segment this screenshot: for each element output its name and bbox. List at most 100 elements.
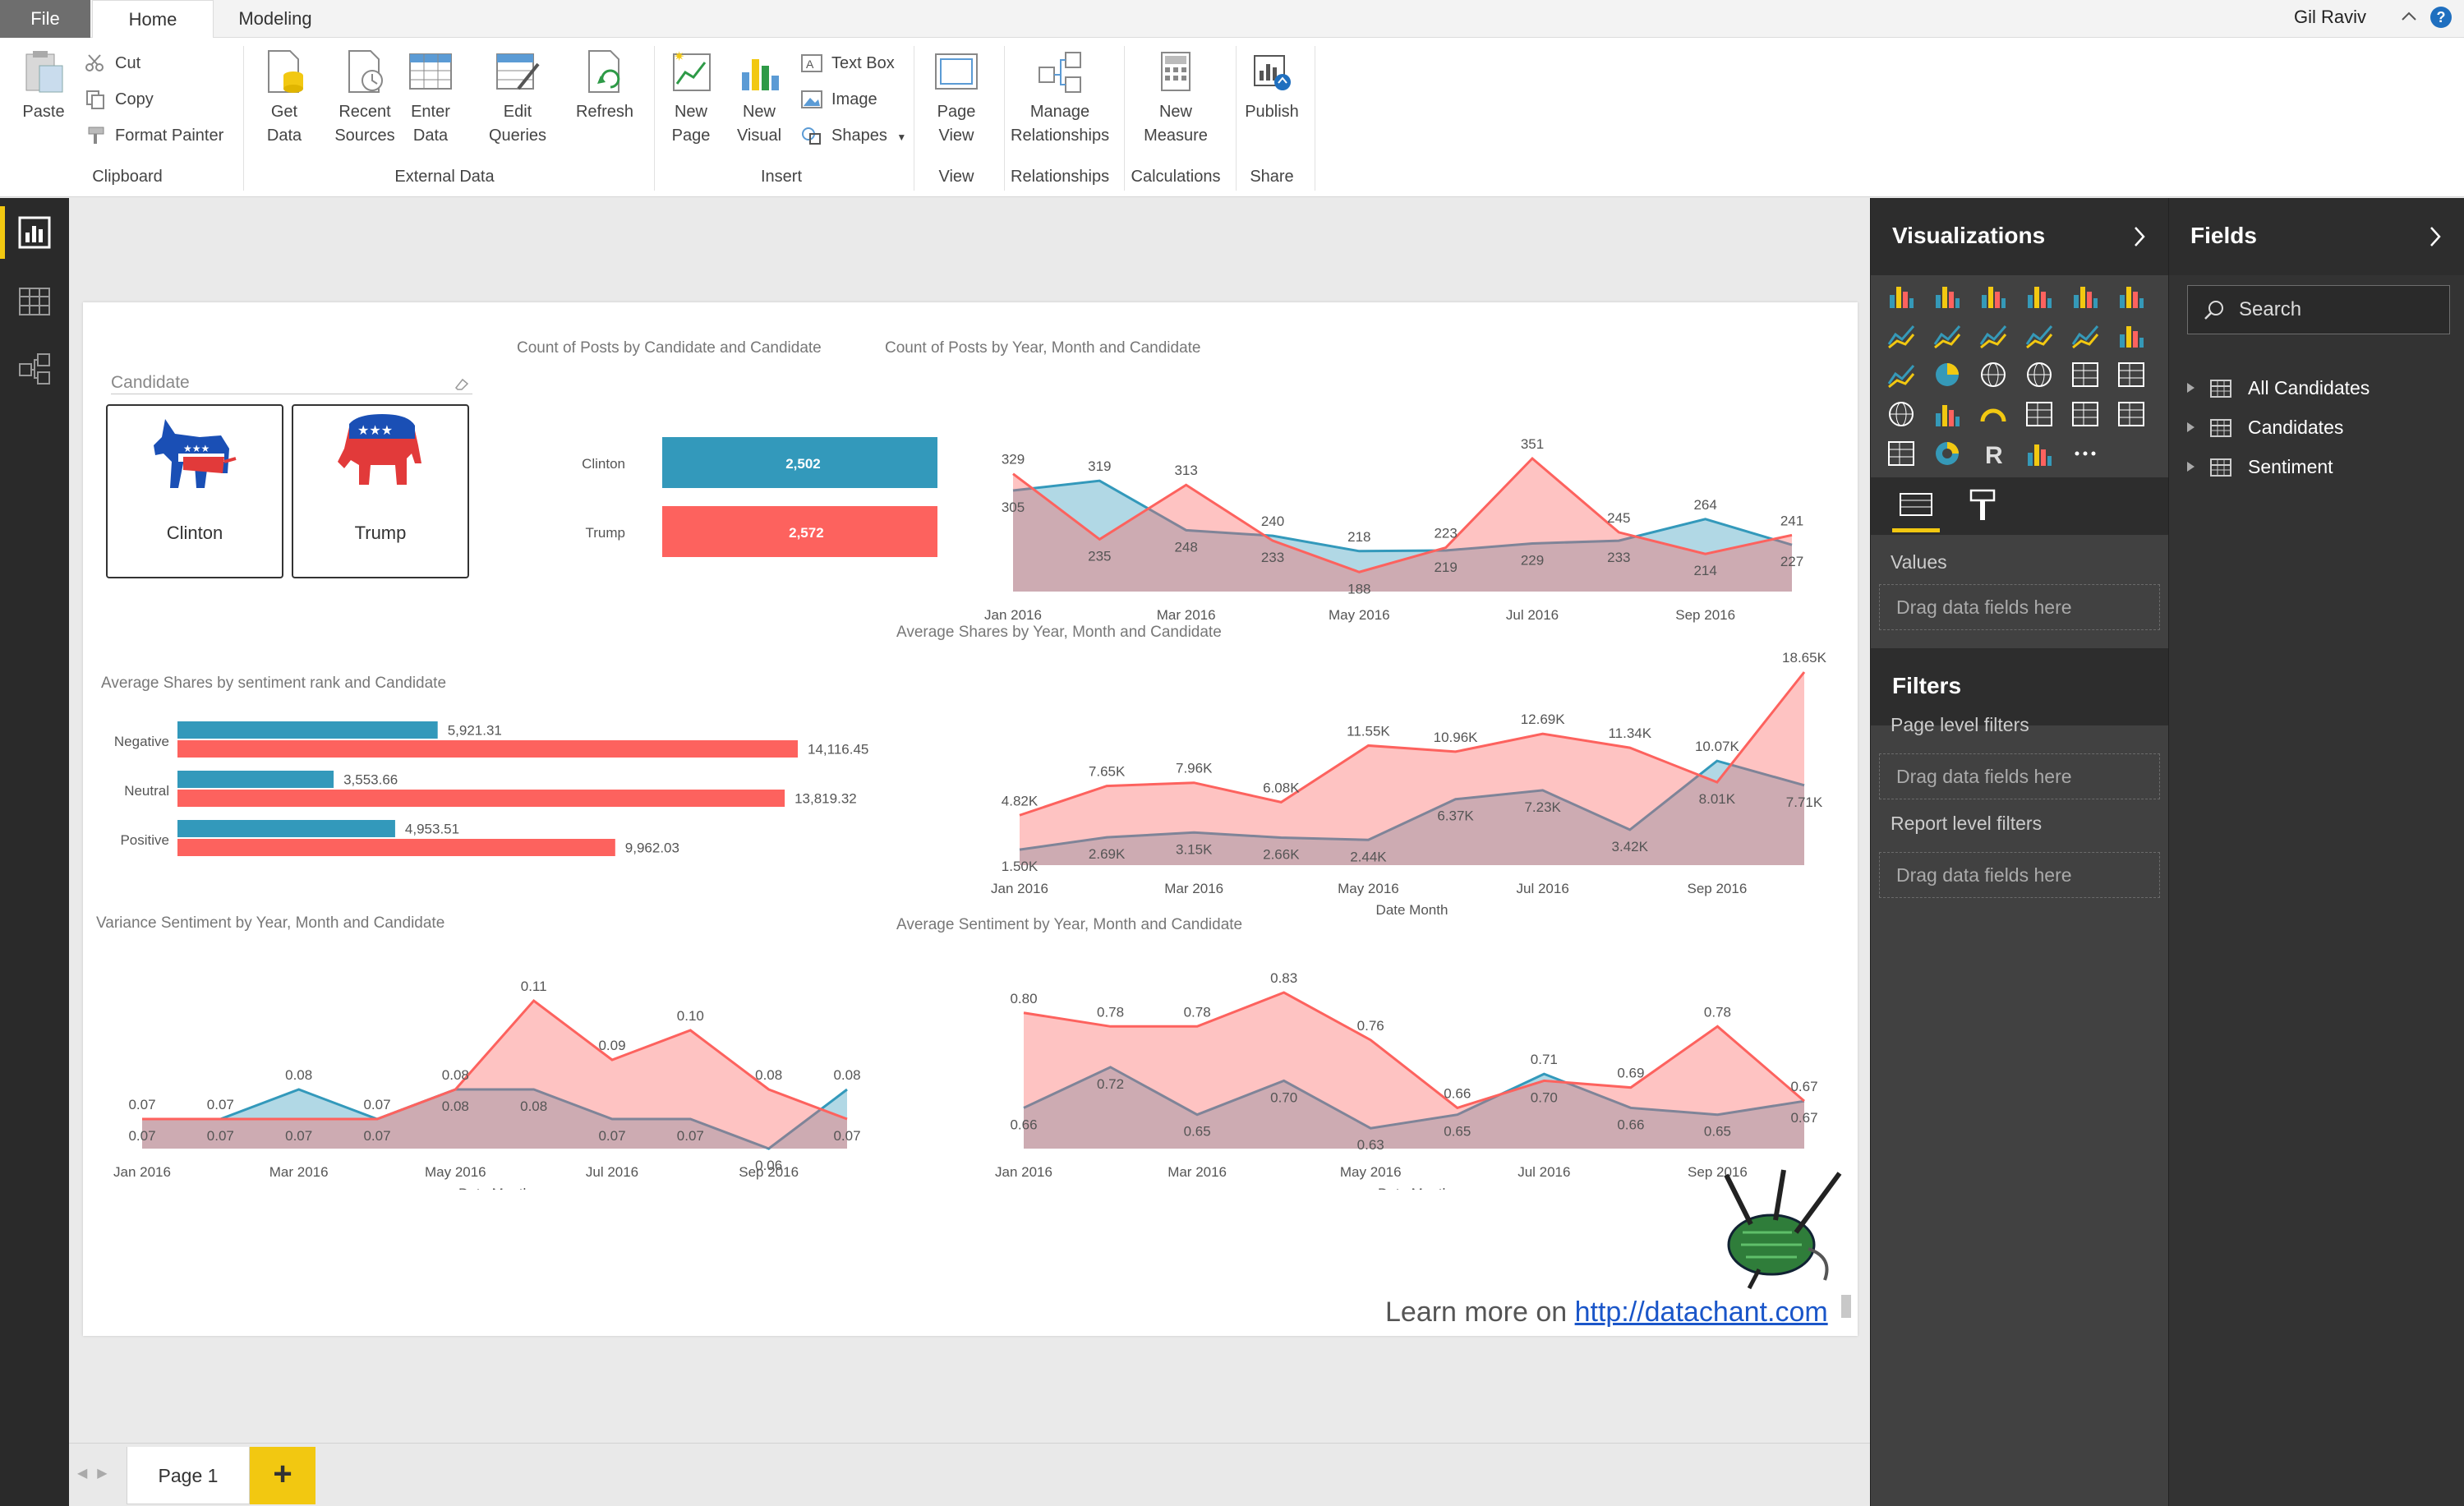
filled-map-icon[interactable] bbox=[1886, 398, 1917, 430]
shares-by-month-chart[interactable]: 1.50K 2.69K 3.15K 2.66K 2.44K 6.37K 7.23K 3.42K… bbox=[888, 647, 1858, 919]
enter-data-button[interactable]: Enter Data bbox=[403, 48, 458, 148]
group-insert: Insert bbox=[760, 168, 803, 186]
field-table-all-candidates[interactable]: All Candidates bbox=[2187, 370, 2450, 406]
user-name[interactable]: Gil Raviv bbox=[2294, 7, 2367, 27]
clinton-data-label: 2.66K bbox=[1263, 846, 1300, 862]
stacked-area-chart-icon[interactable] bbox=[1978, 320, 2009, 351]
slicer-icon[interactable] bbox=[1886, 438, 1917, 469]
x-tick-label: Sep 2016 bbox=[1688, 1164, 1748, 1180]
shapes-button[interactable]: Shapes ▼ bbox=[800, 123, 906, 148]
recent-sources-button[interactable]: Recent Sources bbox=[324, 48, 406, 148]
donut-chart-icon[interactable] bbox=[1932, 438, 1963, 469]
copy-button[interactable]: Copy bbox=[84, 87, 154, 112]
page-view-icon bbox=[935, 53, 978, 90]
expand-icon[interactable] bbox=[2187, 462, 2195, 472]
help-icon[interactable]: ? bbox=[2430, 7, 2452, 28]
collapse-ribbon-icon[interactable] bbox=[2399, 7, 2419, 26]
group-relationships: Relationships bbox=[1011, 168, 1110, 186]
field-table-candidates[interactable]: Candidates bbox=[2187, 409, 2450, 445]
x-tick-label: Mar 2016 bbox=[1157, 607, 1216, 623]
data-view-icon[interactable] bbox=[16, 283, 53, 320]
get-data-button[interactable]: Get Data bbox=[251, 48, 317, 148]
report-filters-dropzone[interactable]: Drag data fields here bbox=[1879, 852, 2160, 898]
manage-relationships-button[interactable]: Manage Relationships bbox=[1011, 48, 1109, 148]
variance-sentiment-chart[interactable]: 0.07 0.07 0.08 0.07 0.08 0.08 0.07 0.07 0.06 0.08… bbox=[83, 943, 888, 1190]
kpi-icon[interactable] bbox=[2116, 398, 2147, 430]
r-visual-icon[interactable]: R bbox=[1978, 438, 2009, 469]
clustered-column-chart-icon[interactable] bbox=[2024, 280, 2055, 311]
map-icon[interactable] bbox=[2024, 359, 2055, 390]
cut-button[interactable]: Cut bbox=[84, 51, 140, 76]
page-tab-1[interactable]: Page 1 bbox=[127, 1447, 250, 1504]
format-painter-button[interactable]: Format Painter bbox=[84, 123, 223, 148]
tab-modeling[interactable]: Modeling bbox=[238, 8, 312, 29]
100-bar-chart-icon[interactable] bbox=[2070, 280, 2101, 311]
expand-icon[interactable] bbox=[2187, 422, 2195, 432]
card-icon[interactable] bbox=[2070, 398, 2101, 430]
ribbon-chart-icon[interactable] bbox=[2116, 320, 2147, 351]
trump-data-label: 4.82K bbox=[1002, 793, 1039, 808]
tab-home[interactable]: Home bbox=[92, 0, 214, 39]
trump-data-label: 0.11 bbox=[521, 979, 547, 994]
relationship-view-icon[interactable] bbox=[16, 351, 53, 387]
chevron-right-icon[interactable] bbox=[2131, 224, 2148, 249]
fields-search-input[interactable] bbox=[2239, 286, 2444, 334]
line-clustered-chart-icon[interactable] bbox=[2070, 320, 2101, 351]
table-icon[interactable] bbox=[2070, 359, 2101, 390]
trump-data-label: 329 bbox=[1002, 452, 1025, 467]
shares-by-sentiment-chart[interactable]: Negative 5,921.31 14,116.45 Neutral 3,553.66… bbox=[83, 713, 888, 861]
slicer-option-trump[interactable]: ★★★ Trump bbox=[292, 404, 469, 578]
scatter-chart-icon[interactable] bbox=[1886, 359, 1917, 390]
area-chart-icon[interactable] bbox=[1932, 320, 1963, 351]
custom-visual-icon[interactable] bbox=[2024, 438, 2055, 469]
refresh-button[interactable]: Refresh bbox=[572, 48, 638, 124]
new-page-button[interactable]: ✷ New Page bbox=[662, 48, 720, 148]
text-box-icon: A bbox=[801, 54, 822, 72]
chevron-right-icon[interactable] bbox=[2427, 224, 2443, 249]
edit-queries-button[interactable]: Edit Queries bbox=[483, 48, 552, 148]
line-column-chart-icon[interactable] bbox=[2024, 320, 2055, 351]
svg-text:R: R bbox=[1985, 442, 2003, 469]
tab-file[interactable]: File bbox=[0, 0, 90, 38]
gauge-icon[interactable] bbox=[1978, 398, 2009, 430]
add-page-button[interactable]: + bbox=[250, 1447, 315, 1504]
trump-data-label: 245 bbox=[1607, 510, 1630, 526]
pie-chart-icon[interactable] bbox=[1932, 359, 1963, 390]
x-tick-label: May 2016 bbox=[1329, 607, 1390, 623]
fields-tab-icon[interactable] bbox=[1899, 490, 1933, 522]
posts-by-candidate-chart[interactable]: Clinton 2,502 Trump 2,572 bbox=[494, 426, 937, 573]
bar bbox=[177, 740, 798, 758]
datachant-link[interactable]: http://datachant.com bbox=[1574, 1296, 1828, 1328]
posts-by-month-chart[interactable]: 305 319 248 240 218 219 229 233 264 227 329 235 313 2… bbox=[888, 368, 1858, 627]
text-box-button[interactable]: A Text Box bbox=[800, 51, 895, 76]
field-table-sentiment[interactable]: Sentiment bbox=[2187, 449, 2450, 485]
clustered-bar-chart-icon[interactable] bbox=[1978, 280, 2009, 311]
clinton-data-label: 227 bbox=[1780, 554, 1803, 569]
paint-roller-icon[interactable] bbox=[1968, 489, 1997, 523]
more-options-icon[interactable] bbox=[2070, 438, 2101, 469]
new-visual-button[interactable]: New Visual bbox=[730, 48, 789, 148]
paste-button[interactable]: Paste bbox=[16, 48, 71, 124]
publish-button[interactable]: Publish bbox=[1241, 48, 1303, 124]
eraser-icon[interactable] bbox=[453, 376, 469, 391]
slicer-option-clinton[interactable]: ★★★ Clinton bbox=[106, 404, 283, 578]
average-sentiment-chart[interactable]: 0.66 0.72 0.65 0.70 0.63 0.65 0.71 0.66 0.65 0.67… bbox=[888, 943, 1858, 1190]
treemap-icon[interactable] bbox=[1978, 359, 2009, 390]
page-filters-dropzone[interactable]: Drag data fields here bbox=[1879, 753, 2160, 799]
line-chart-icon[interactable] bbox=[1886, 320, 1917, 351]
multirow-card-icon[interactable] bbox=[2024, 398, 2055, 430]
canvas-scrollbar[interactable] bbox=[1841, 1295, 1851, 1318]
expand-icon[interactable] bbox=[2187, 383, 2195, 393]
matrix-icon[interactable] bbox=[2116, 359, 2147, 390]
stacked-column-chart-icon[interactable] bbox=[1932, 280, 1963, 311]
page-view-button[interactable]: Page View bbox=[922, 48, 991, 148]
100-column-chart-icon[interactable] bbox=[2116, 280, 2147, 311]
funnel-icon[interactable] bbox=[1932, 398, 1963, 430]
new-measure-button[interactable]: New Measure bbox=[1131, 48, 1221, 148]
trump-data-label: 11.34K bbox=[1608, 725, 1651, 741]
report-view-icon[interactable] bbox=[16, 214, 53, 251]
image-button[interactable]: Image bbox=[800, 87, 877, 112]
stacked-bar-chart-icon[interactable] bbox=[1886, 280, 1917, 311]
page-scroll-arrows[interactable]: ◀▶ bbox=[77, 1467, 117, 1481]
values-dropzone[interactable]: Drag data fields here bbox=[1879, 584, 2160, 630]
